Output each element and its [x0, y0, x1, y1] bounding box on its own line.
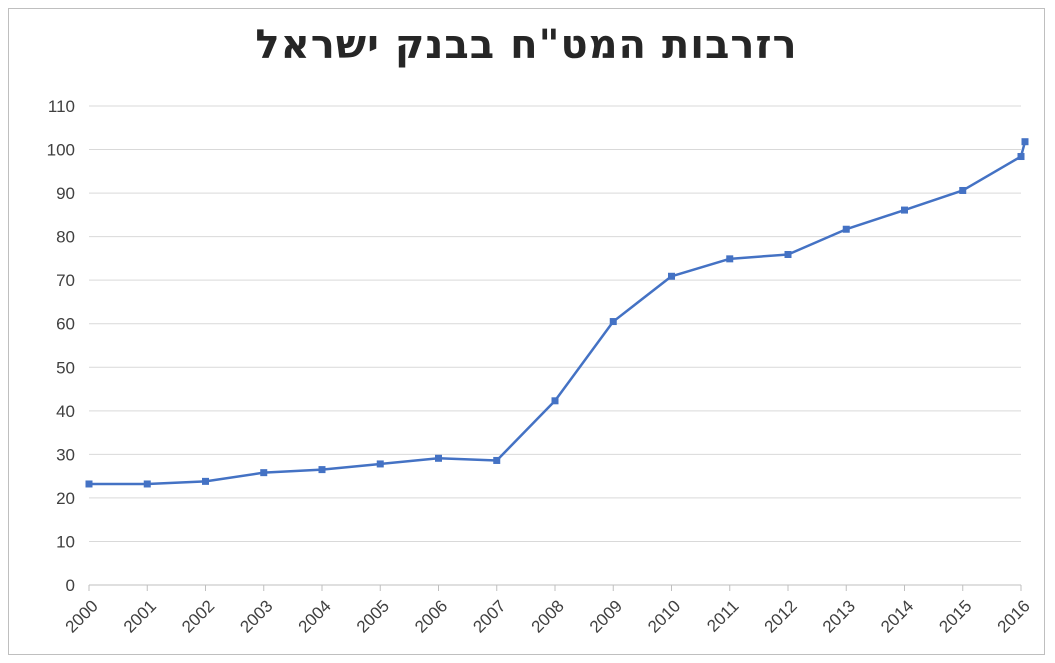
- data-point: [668, 272, 675, 280]
- series-line: [89, 141, 1027, 486]
- x-tick-label: 2011: [703, 596, 742, 635]
- series: [85, 138, 1029, 488]
- chart-frame: [8, 8, 1045, 655]
- data-point: [609, 318, 617, 326]
- x-tick-label: 2005: [353, 596, 393, 636]
- data-point: [959, 186, 967, 194]
- gridlines: [89, 105, 1021, 542]
- data-point: [85, 480, 93, 488]
- data-point: [260, 469, 268, 477]
- x-tick-label: 2015: [935, 596, 975, 636]
- data-point: [376, 460, 384, 468]
- x-tick-label: 2016: [994, 596, 1034, 636]
- y-tick-label: 50: [56, 358, 75, 377]
- y-tick-label: 30: [56, 445, 75, 464]
- data-point: [1017, 153, 1025, 161]
- x-tick-label: 2007: [469, 596, 509, 636]
- y-tick-label: 110: [48, 97, 75, 116]
- data-point: [551, 397, 559, 405]
- axes: [88, 584, 1022, 591]
- data-point: [493, 456, 501, 464]
- x-tick-label: 2008: [528, 596, 568, 636]
- y-tick-label: 0: [66, 576, 75, 595]
- y-tick-label: 90: [56, 184, 75, 203]
- x-tick-label: 2010: [644, 596, 684, 636]
- data-point: [726, 255, 734, 263]
- x-tick-label: 2012: [761, 596, 801, 636]
- data-point: [202, 477, 209, 485]
- data-point: [318, 466, 326, 474]
- data-point: [784, 250, 792, 258]
- x-tick-label: 2009: [586, 596, 626, 636]
- x-tick-label: 2013: [819, 596, 859, 636]
- y-tick-label: 10: [56, 532, 75, 551]
- x-tick-label: 2003: [236, 596, 276, 636]
- x-tick-label: 2004: [295, 596, 335, 636]
- y-tick-label: 60: [56, 315, 75, 334]
- x-tick-label: 2001: [120, 596, 160, 636]
- x-tick-label: 2014: [877, 596, 917, 636]
- y-tick-labels: 0 10 20 30 40 50 60 70 80 90 100 110: [47, 97, 75, 595]
- data-point: [1021, 138, 1029, 146]
- x-tick-label: 2000: [62, 596, 102, 636]
- data-point: [842, 225, 850, 233]
- y-tick-label: 40: [56, 402, 75, 421]
- x-tick-label: 2002: [178, 596, 218, 636]
- data-point: [143, 480, 151, 488]
- data-point: [435, 454, 442, 462]
- y-tick-label: 100: [47, 141, 75, 160]
- y-tick-label: 70: [56, 271, 75, 290]
- y-tick-label: 80: [56, 228, 75, 247]
- chart-title: רזרבות המט"ח בבנק ישראל: [255, 22, 798, 68]
- y-tick-label: 20: [56, 489, 75, 508]
- x-tick-label: 2006: [411, 596, 451, 636]
- x-tick-labels: 2000 2001 2002 2003 2004 2005 2006 2007 2008 2009…: [62, 596, 1034, 636]
- data-point: [901, 206, 908, 214]
